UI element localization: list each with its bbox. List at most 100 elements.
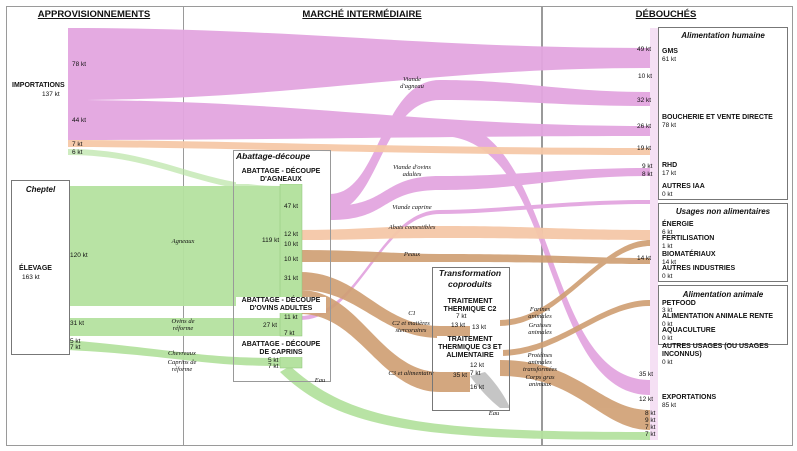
boucherie-f1: 32 kt [637,97,652,104]
header-marche: MARCHÉ INTERMÉDIAIRE [302,9,422,20]
autres-industries-value: 0 kt [662,273,673,280]
flow-c3-export [500,360,650,430]
agneaux-out3: 10 kt [284,241,299,248]
flow-elevage-agneaux [68,186,280,306]
energie-label: ÉNERGIE [662,221,694,228]
flow-c2 [300,272,470,338]
importations-label: IMPORTATIONS [12,82,65,89]
export-f2: 12 kt [639,396,654,403]
ovins-in: 27 kt [263,322,278,329]
c3-v1: 12 kt [470,362,485,369]
fertilisation-label: FERTILISATION [662,235,715,242]
energie-value: 6 kt [662,229,673,236]
label-chevreaux: Chevreaux [168,350,196,357]
flow-import-peach [68,140,650,155]
cheptel-box: Cheptel [11,180,70,355]
usages-title: Usages non alimentaires [675,207,771,216]
usages-box: Usages non alimentaires [658,203,788,282]
label-ovins-reforme: Ovins de réforme [171,318,195,332]
export-f1: 35 kt [639,371,654,378]
alim-humaine-box: Alimentation humaine [658,27,788,200]
flow-eau [470,372,510,408]
label-c1: C1 [408,310,416,317]
ovins-node-label: ABATTAGE - DÉCOUPE D'OVINS ADULTES [236,297,326,313]
label-c2: C2 et matières stercoraires [392,320,430,334]
alim-animale-box: Alimentation animale [658,285,788,345]
label-farines: Farines animales [528,306,552,320]
c2-treat-label: TRAITEMENT THERMIQUE C2 [437,298,503,314]
alim-humaine-title: Alimentation humaine [681,31,765,40]
gms-label: GMS [662,48,678,55]
boucherie-value: 78 kt [662,122,677,129]
node-outlet-bars [650,28,658,440]
elevage-flow4: 7 kt [70,344,81,351]
label-abats: Abats comestibles [388,224,436,231]
petfood-label: PETFOOD [662,300,696,307]
export-f6: 7 kt [645,431,656,438]
cheptel-title: Cheptel [25,185,56,194]
flow-elevage-ovins [68,318,280,336]
c3-v4: 16 kt [470,384,485,391]
c3-v3: 7 kt [470,370,481,377]
petfood-value: 3 kt [662,307,673,314]
boucherie-f3: 19 kt [637,145,652,152]
agneaux-node-label: ABATTAGE - DÉCOUPE D'AGNEAUX [236,168,326,184]
boucherie-f2: 26 kt [637,123,652,130]
label-peaux: Peaux [403,251,421,258]
caprins-out2: 7 kt [268,363,279,370]
label-agneaux: Agneaux [171,238,195,245]
flow-elevage-caprins [68,340,280,366]
gms-f2: 10 kt [638,73,653,80]
agneaux-out1: 47 kt [284,203,299,210]
aquaculture-value: 0 kt [662,335,673,342]
flow-abats [300,226,650,240]
fertilisation-value: 1 kt [662,243,673,250]
c3-v2: 35 kt [453,372,468,379]
elevage-value: 163 kt [22,274,40,281]
flow-agneau-meat [330,80,650,212]
elevage-label: ÉLEVAGE [19,265,52,272]
flow-peaux [300,250,650,264]
transformation-frame [432,267,510,411]
caprins-node-label: ABATTAGE - DÉCOUPE DE CAPRINS [236,341,326,357]
alim-rente-label: ALIMENTATION ANIMALE RENTE [662,313,774,320]
exportations-value: 85 kt [662,402,677,409]
label-graisses: Graisses animales [528,322,552,336]
import-flow1: 78 kt [72,61,87,68]
agneaux-out4: 10 kt [284,256,299,263]
gms-value: 61 kt [662,56,677,63]
elevage-flow1: 120 kt [70,252,88,259]
c2-v3: 13 kt [472,324,487,331]
agneaux-out5: 31 kt [284,275,299,282]
ovins-out2: 7 kt [284,330,295,337]
alim-rente-value: 0 kt [662,321,673,328]
flow-c3 [300,290,470,392]
gms-f1: 49 kt [637,46,652,53]
label-eau1: Eau [314,377,326,384]
abattage-frame [233,150,331,382]
ovins-out1: 11 kt [284,314,298,321]
c3-treat-label: TRAITEMENT THERMIQUE C3 ET ALIMENTAIRE [437,336,503,360]
label-viande-agneau: Viande d'agneau [400,76,424,90]
import-flow4: 6 kt [72,149,83,156]
flow-ovins-meat [330,168,650,220]
importations-value: 137 kt [42,91,60,98]
label-viande-ovins: Viande d'ovins adultes [393,164,431,178]
elevage-flow3: 5 kt [70,338,81,345]
autres-usages-label: AUTRES USAGES (OU USAGES INCONNUS) [662,343,769,358]
caprins-out1: 5 kt [268,357,279,364]
label-viande-caprine: Viande caprine [392,204,432,211]
header-approvisionnements: APPROVISIONNEMENTS [37,9,151,20]
flow-green-export [280,366,650,440]
label-proteines: Protéines animales transformées [523,352,557,373]
flow-c3-out [500,300,650,356]
export-f3: 8 kt [645,410,656,417]
transformation-title: Transformation coproduits [434,268,506,290]
col-debouches [541,6,793,446]
c2-v1: 7 kt [456,313,467,320]
biomateriaux-value: 14 kt [662,259,677,266]
exportations-label: EXPORTATIONS [662,394,717,401]
abattage-title: Abattage-découpe [236,151,311,161]
autres-usages-value: 0 kt [662,359,673,366]
